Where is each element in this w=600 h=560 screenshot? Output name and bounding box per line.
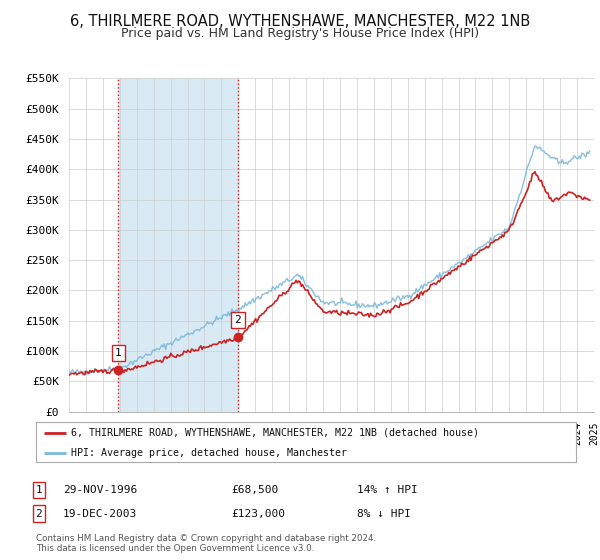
Text: HPI: Average price, detached house, Manchester: HPI: Average price, detached house, Manc…	[71, 448, 347, 458]
Text: 6, THIRLMERE ROAD, WYTHENSHAWE, MANCHESTER, M22 1NB: 6, THIRLMERE ROAD, WYTHENSHAWE, MANCHEST…	[70, 14, 530, 29]
Text: 8% ↓ HPI: 8% ↓ HPI	[357, 508, 411, 519]
Text: 2: 2	[235, 315, 241, 325]
Text: £68,500: £68,500	[231, 485, 278, 495]
Text: Price paid vs. HM Land Registry's House Price Index (HPI): Price paid vs. HM Land Registry's House …	[121, 27, 479, 40]
Text: Contains HM Land Registry data © Crown copyright and database right 2024.: Contains HM Land Registry data © Crown c…	[36, 534, 376, 543]
Text: 14% ↑ HPI: 14% ↑ HPI	[357, 485, 418, 495]
Text: 1: 1	[35, 485, 43, 495]
Bar	[118, 78, 238, 412]
Text: 1: 1	[115, 348, 122, 358]
Text: This data is licensed under the Open Government Licence v3.0.: This data is licensed under the Open Gov…	[36, 544, 314, 553]
Text: 19-DEC-2003: 19-DEC-2003	[63, 508, 137, 519]
Text: 6, THIRLMERE ROAD, WYTHENSHAWE, MANCHESTER, M22 1NB (detached house): 6, THIRLMERE ROAD, WYTHENSHAWE, MANCHEST…	[71, 428, 479, 437]
Text: 2: 2	[35, 508, 43, 519]
Text: £123,000: £123,000	[231, 508, 285, 519]
Text: 29-NOV-1996: 29-NOV-1996	[63, 485, 137, 495]
